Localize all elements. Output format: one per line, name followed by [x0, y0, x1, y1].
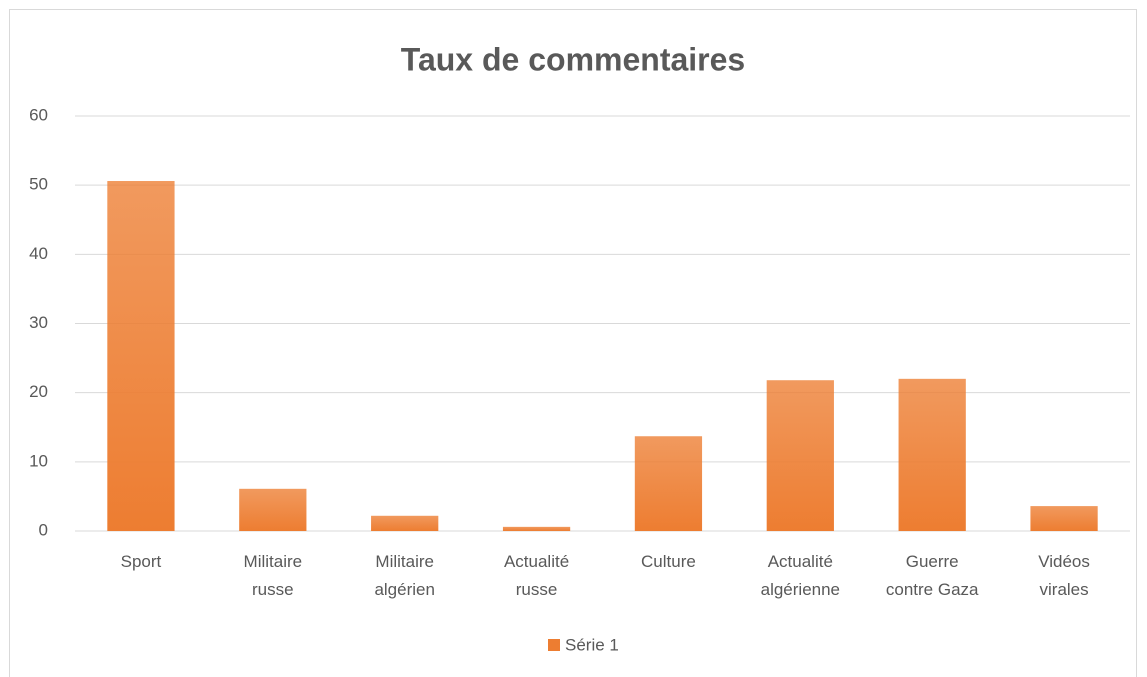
y-tick-label: 40: [29, 244, 48, 263]
x-tick-label: Sport: [120, 552, 162, 571]
bar: [898, 378, 966, 531]
x-tick-label: Culture: [641, 552, 696, 571]
x-tick-label: Actualité russe: [503, 552, 570, 599]
legend-label: Série 1: [565, 635, 619, 654]
y-tick-label: 0: [39, 520, 48, 539]
legend-swatch: [548, 639, 560, 651]
chart-title: Taux de commentaires: [401, 41, 745, 77]
bar: [371, 515, 439, 531]
x-tick-label: Militaire russe: [243, 552, 303, 599]
y-tick-label: 10: [29, 451, 48, 470]
y-tick-label: 20: [29, 382, 48, 401]
chart-border: [9, 9, 1137, 677]
x-tick-label: Actualité algérienne: [760, 552, 841, 599]
bar: [1030, 506, 1098, 531]
x-tick-label: Militaire algérien: [374, 552, 435, 599]
bar: [239, 488, 307, 531]
x-tick-label: Vidéos virales: [1038, 552, 1090, 599]
bar: [107, 181, 175, 531]
x-tick-label: Guerre contre Gaza: [885, 552, 979, 599]
y-tick-label: 30: [29, 313, 48, 332]
bar: [634, 436, 703, 531]
y-tick-label: 50: [29, 175, 48, 194]
bar: [766, 380, 834, 531]
y-tick-label: 60: [29, 105, 48, 124]
bar: [502, 526, 571, 531]
